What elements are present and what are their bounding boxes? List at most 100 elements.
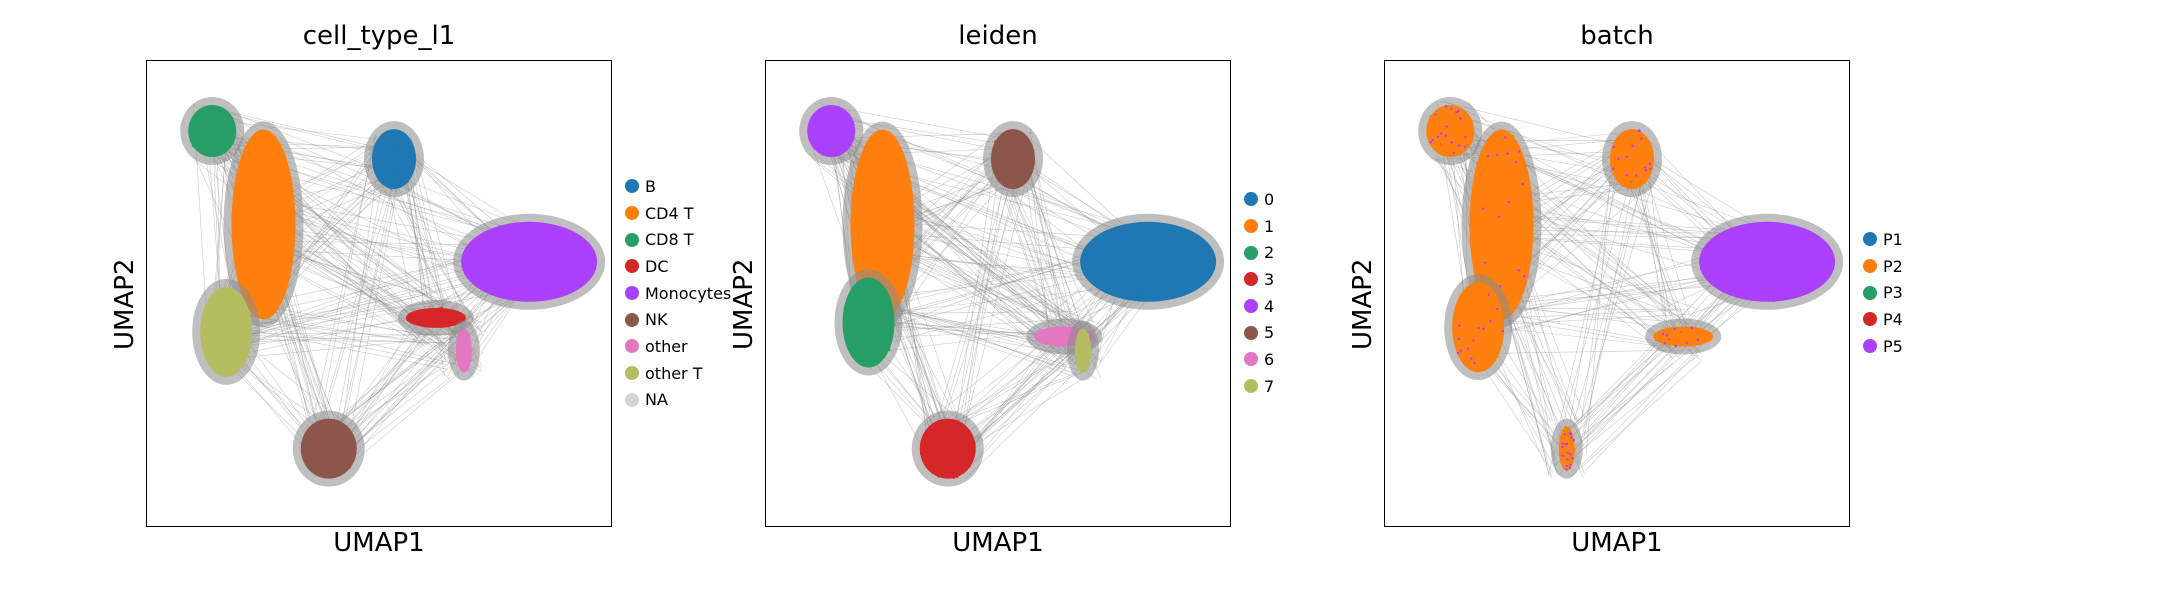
- cell-point: [399, 180, 403, 183]
- cell-point: [206, 130, 209, 133]
- cell-point: [333, 471, 336, 475]
- cell-point: [445, 320, 448, 323]
- cell-point: [845, 118, 848, 121]
- cell-point: [433, 311, 437, 314]
- cell-point: [462, 348, 465, 352]
- cell-point: [1096, 252, 1099, 255]
- cell-point: [1791, 267, 1795, 271]
- cell-point: [1007, 133, 1010, 136]
- cell-point: [1080, 350, 1084, 354]
- cell-point: [1017, 172, 1020, 176]
- cell-point: [270, 270, 273, 273]
- cell-point: [215, 297, 218, 301]
- cell-point: [387, 160, 390, 164]
- legend-label: P5: [1883, 336, 1903, 356]
- cell-point: [890, 332, 894, 336]
- cell-point: [499, 224, 502, 228]
- cell-point: [1469, 335, 1472, 339]
- cell-point: [463, 331, 467, 334]
- cell-point: [230, 297, 233, 300]
- cell-point: [1481, 207, 1485, 210]
- cell-point: [937, 426, 940, 430]
- cell-point: [1708, 261, 1711, 265]
- cell-point: [1822, 267, 1826, 270]
- cell-point: [400, 155, 404, 158]
- cell-point: [861, 322, 865, 325]
- cell-point: [1006, 138, 1009, 141]
- cell-point: [1570, 436, 1573, 439]
- cell-point: [1089, 356, 1092, 360]
- cell-point: [457, 318, 460, 322]
- cell-point: [1436, 109, 1439, 113]
- cell-point: [1084, 343, 1088, 346]
- cell-point: [250, 169, 253, 172]
- cell-point: [1523, 197, 1526, 200]
- cell-point: [1140, 245, 1143, 248]
- cell-point: [339, 456, 343, 459]
- cell-point: [1664, 335, 1667, 339]
- cell-point: [1172, 296, 1175, 299]
- cell-point: [1198, 244, 1201, 248]
- cell-point: [1812, 266, 1815, 269]
- cell-point: [465, 333, 468, 337]
- cell-point: [375, 153, 378, 157]
- cell-point: [1012, 173, 1016, 177]
- cell-point: [834, 134, 837, 137]
- cell-point: [865, 310, 869, 314]
- cell-point: [205, 321, 208, 325]
- cell-point: [1467, 138, 1470, 142]
- cell-point: [1078, 367, 1081, 371]
- cell-point: [246, 339, 250, 343]
- cell-point: [1618, 162, 1621, 165]
- cell-point: [213, 130, 216, 133]
- cell-point: [1791, 236, 1794, 239]
- cell-point: [209, 106, 212, 109]
- cell-point: [575, 248, 579, 251]
- cell-point: [826, 110, 830, 114]
- cell-point: [1085, 332, 1088, 335]
- cell-point: [1667, 339, 1670, 343]
- cell-point: [309, 464, 312, 467]
- cell-point: [460, 359, 463, 362]
- cell-point: [824, 147, 827, 150]
- cell-point: [1455, 116, 1458, 120]
- cell-point: [568, 258, 572, 262]
- legend-label: NK: [645, 310, 668, 330]
- cell-point: [463, 358, 466, 361]
- cell-point: [1170, 292, 1174, 295]
- cell-point: [847, 341, 850, 345]
- legend-marker: [1244, 219, 1258, 234]
- cell-point: [841, 125, 844, 128]
- cell-point: [959, 459, 962, 463]
- cell-point: [1643, 171, 1647, 175]
- cell-point: [281, 280, 284, 284]
- cell-point: [1569, 453, 1572, 456]
- cell-point: [874, 145, 877, 149]
- cell-point: [1489, 137, 1493, 141]
- cell-point: [1704, 332, 1708, 336]
- cell-point: [1062, 342, 1066, 345]
- cell-point: [1626, 136, 1629, 139]
- cell-point: [1569, 441, 1573, 445]
- cell-point: [1451, 118, 1455, 122]
- cell-point: [521, 256, 524, 260]
- cell-point: [229, 121, 232, 125]
- cell-point: [1054, 329, 1058, 332]
- cell-point: [1785, 253, 1788, 256]
- cell-point: [275, 216, 278, 220]
- cell-point: [268, 140, 271, 143]
- cell-point: [1616, 141, 1620, 145]
- cell-point: [1077, 333, 1080, 337]
- cell-point: [815, 131, 819, 134]
- cell-point: [1509, 147, 1513, 150]
- legend-item-cd4-t: CD4 T: [625, 200, 731, 227]
- cell-point: [351, 452, 355, 455]
- cell-point: [1674, 344, 1677, 348]
- cell-point: [1569, 463, 1572, 466]
- cell-point: [268, 178, 272, 182]
- cell-point: [1471, 133, 1475, 136]
- cell-point: [1611, 149, 1614, 152]
- cell-point: [338, 445, 341, 449]
- cell-point: [244, 215, 248, 219]
- cell-point: [1770, 249, 1773, 252]
